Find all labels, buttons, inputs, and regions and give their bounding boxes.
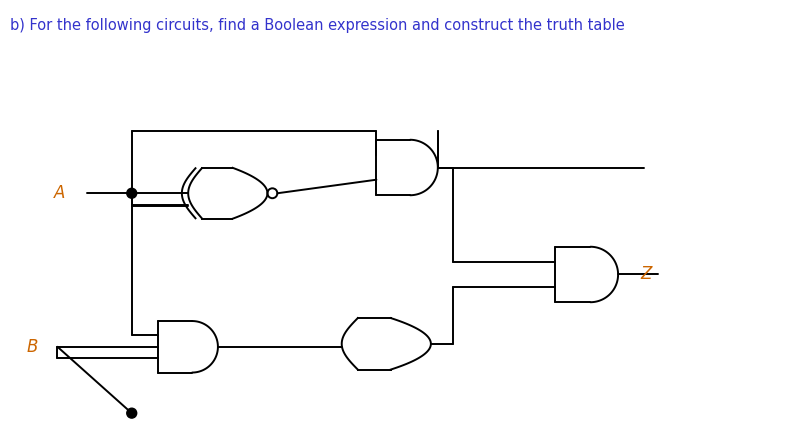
Text: b) For the following circuits, find a Boolean expression and construct the truth: b) For the following circuits, find a Bo… xyxy=(10,18,625,33)
Text: Z: Z xyxy=(640,265,651,283)
Text: A: A xyxy=(54,184,65,202)
Circle shape xyxy=(127,408,137,418)
Circle shape xyxy=(127,188,137,198)
Text: B: B xyxy=(26,338,37,356)
